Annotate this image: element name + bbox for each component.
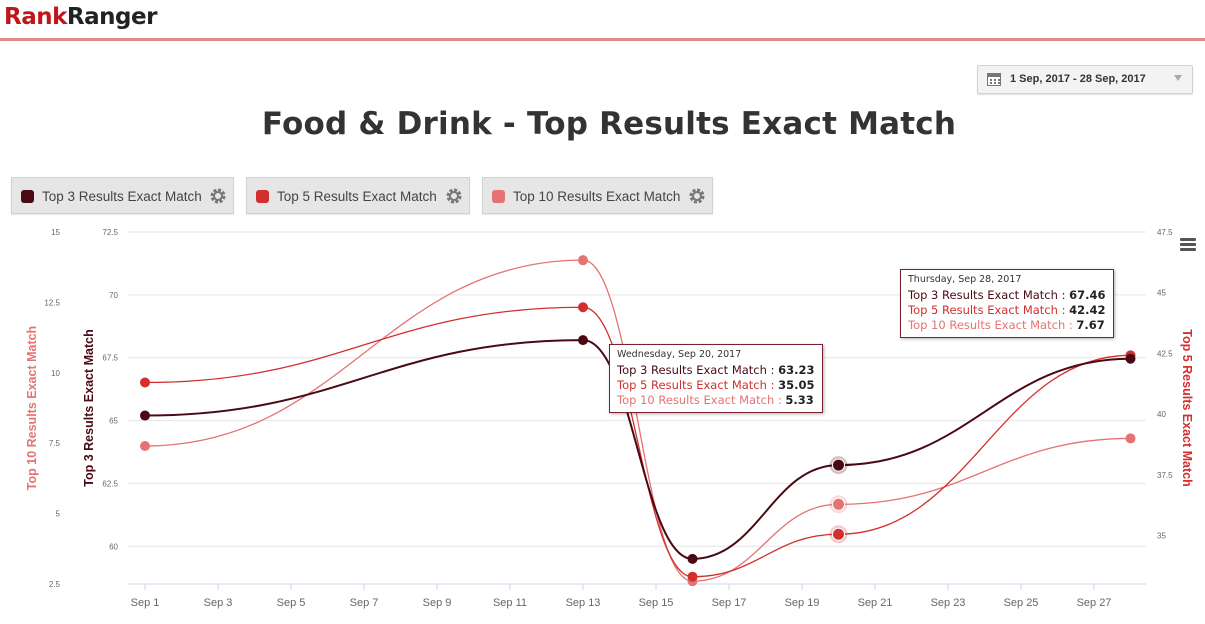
date-range-label: 1 Sep, 2017 - 28 Sep, 2017 [1010,73,1146,85]
x-tick-label: Sep 13 [566,597,601,609]
tooltip-row: Top 5 Results Exact Match : 35.05 [617,378,815,392]
left-inner-tick-label: 67.5 [102,354,118,363]
left-outer-tick-label: 5 [56,510,61,519]
data-point [140,410,150,421]
data-point [832,527,845,541]
left-inner-tick-label: 62.5 [102,479,118,488]
left-outer-tick-label: 12.5 [44,298,60,307]
chart-title: Food & Drink - Top Results Exact Match [261,106,957,142]
data-point [1125,353,1136,364]
x-tick-label: Sep 23 [931,597,966,609]
gear-icon[interactable] [445,187,463,205]
left-inner-tick-label: 65 [109,417,118,426]
data-point [578,255,588,266]
left-inner-tick-label: 70 [109,291,118,300]
data-point [140,377,150,388]
right-tick-label: 45 [1157,289,1166,298]
calendar-icon [987,73,1001,86]
x-tick-label: Sep 17 [712,597,747,609]
right-tick-label: 37.5 [1157,471,1173,480]
legend-label: Top 5 Results Exact Match [277,189,437,204]
data-point [687,553,698,564]
left-outer-tick-label: 10 [51,369,60,378]
date-range-picker[interactable]: 1 Sep, 2017 - 28 Sep, 2017 [977,65,1193,94]
data-point [578,302,588,313]
left-outer-axis-title: Top 10 Results Exact Match [25,326,39,490]
app-header: RankRanger [0,0,1205,41]
x-tick-label: Sep 1 [131,597,160,609]
legend-label: Top 3 Results Exact Match [42,189,202,204]
x-tick-label: Sep 7 [350,597,379,609]
chart-menu-icon[interactable] [1180,238,1196,251]
x-tick-label: Sep 3 [204,597,233,609]
tooltip-header: Thursday, Sep 28, 2017 [908,274,1022,285]
x-tick-label: Sep 11 [493,597,527,609]
right-tick-label: 35 [1157,531,1166,540]
data-point [1125,433,1136,444]
left-inner-axis-title: Top 3 Results Exact Match [82,329,96,486]
gear-icon[interactable] [209,187,227,205]
tooltip-row: Top 3 Results Exact Match : 63.23 [617,363,815,377]
legend-item-top3[interactable]: Top 3 Results Exact Match [11,177,234,214]
tooltip-row: Top 10 Results Exact Match : 7.67 [908,318,1105,332]
x-tick-label: Sep 9 [423,597,452,609]
legend-swatch [256,190,269,203]
data-point [687,571,698,582]
legend-swatch [492,190,505,203]
right-tick-label: 47.5 [1157,228,1173,237]
legend-item-top10[interactable]: Top 10 Results Exact Match [482,177,713,214]
tooltip-row: Top 10 Results Exact Match : 5.33 [617,393,814,407]
rankranger-logo[interactable]: RankRanger [4,4,157,30]
data-point [140,441,150,452]
right-axis-title: Top 5 Results Exact Match [1180,329,1194,486]
left-inner-tick-label: 60 [109,542,118,551]
left-outer-tick-label: 2.5 [49,580,61,589]
legend-swatch [21,190,34,203]
x-tick-label: Sep 19 [785,597,820,609]
x-tick-label: Sep 25 [1004,597,1039,609]
right-tick-label: 40 [1157,410,1166,419]
series-line [144,339,1131,560]
right-tick-label: 42.5 [1157,349,1173,358]
tooltip-sep28: Thursday, Sep 28, 2017 Top 3 Results Exa… [900,269,1114,338]
x-tick-label: Sep 15 [639,597,674,609]
legend-item-top5[interactable]: Top 5 Results Exact Match [246,177,470,214]
chevron-down-icon [1174,75,1182,81]
x-tick-label: Sep 27 [1077,597,1112,609]
legend-label: Top 10 Results Exact Match [513,189,681,204]
data-point [832,497,845,511]
tooltip-header: Wednesday, Sep 20, 2017 [617,349,742,360]
x-tick-label: Sep 5 [277,597,306,609]
left-outer-tick-label: 7.5 [49,439,61,448]
left-outer-tick-label: 15 [51,228,60,237]
left-inner-tick-label: 72.5 [102,228,118,237]
gear-icon[interactable] [688,187,706,205]
tooltip-sep20: Wednesday, Sep 20, 2017 Top 3 Results Ex… [609,344,823,413]
x-tick-label: Sep 21 [858,597,893,609]
data-point [578,335,588,346]
data-point [832,458,845,472]
tooltip-row: Top 5 Results Exact Match : 42.42 [908,303,1106,317]
tooltip-row: Top 3 Results Exact Match : 67.46 [908,288,1106,302]
series-line [144,306,1131,578]
